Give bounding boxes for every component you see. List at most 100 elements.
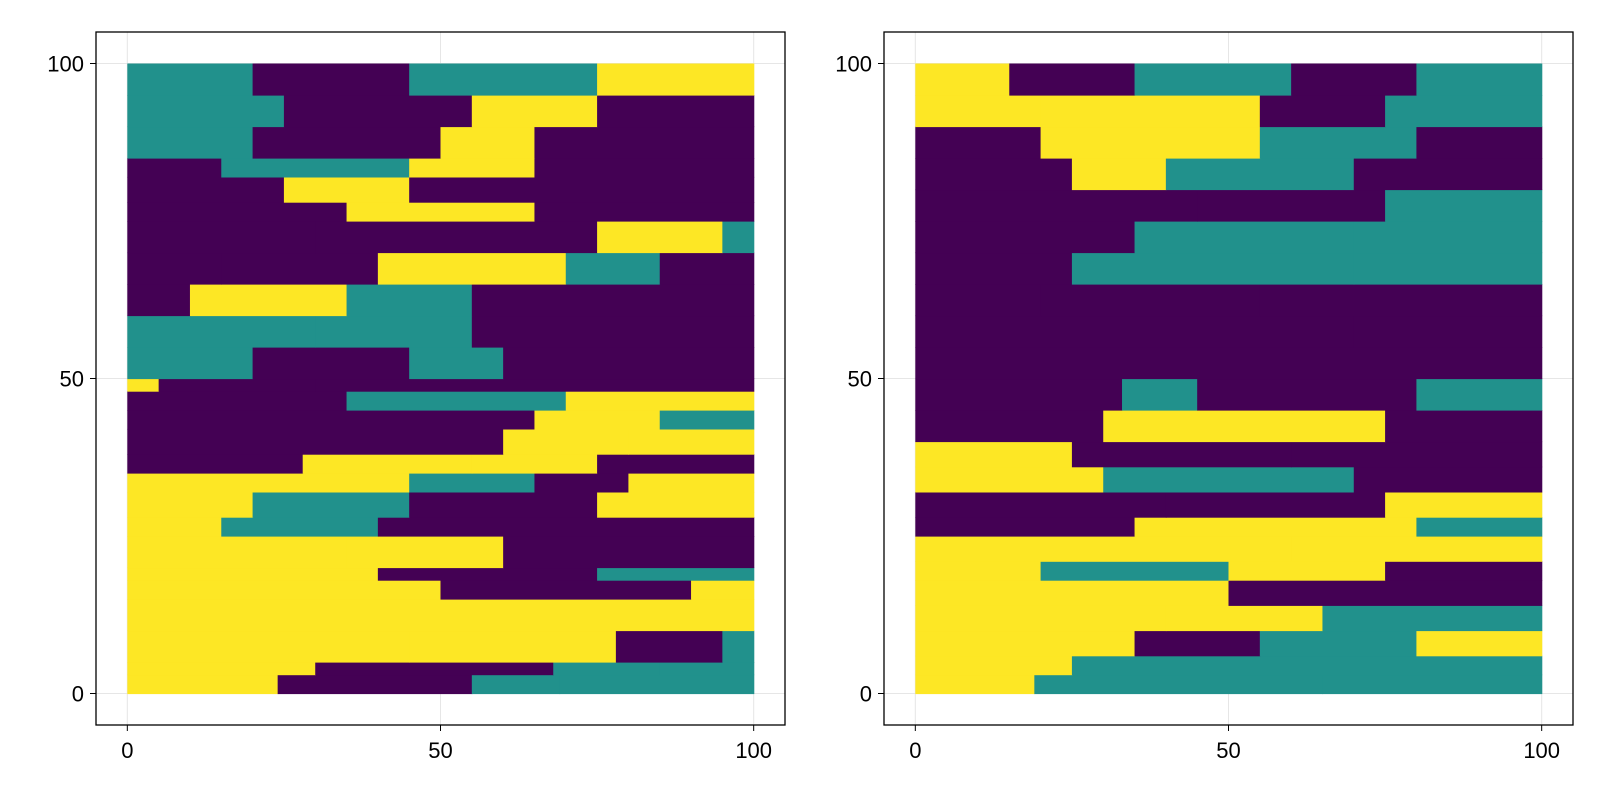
left-heatmap-cell-r11-s2 <box>628 428 755 455</box>
left-heatmap-cell-r19-s3 <box>722 221 755 254</box>
left-heatmap-cell-r11-s1 <box>503 428 630 455</box>
right-heatmap-cell-r4-s0 <box>915 580 1230 606</box>
left-heatmap-cell-r1-s1 <box>315 662 554 676</box>
left-heatmap-cell-r7-s1 <box>221 517 379 537</box>
right-heatmap-cell-r14-s1 <box>1353 315 1543 348</box>
left-heatmap-cell-r25-s1 <box>252 63 410 96</box>
left-heatmap-cell-r14-s0 <box>127 378 160 392</box>
left-x-tick-label-1: 50 <box>428 738 452 763</box>
right-heatmap-cell-r10-s1 <box>1071 441 1292 468</box>
left-heatmap-cell-r18-s2 <box>377 252 567 285</box>
left-heatmap-cell-r6-s1 <box>346 536 504 569</box>
right-heatmap-cell-r8-s2 <box>1385 491 1543 518</box>
left-heatmap-cell-r6-s2 <box>503 536 755 569</box>
right-heatmap-cell-r21-s1 <box>1040 95 1261 128</box>
left-heatmap-cell-r3-s0 <box>127 599 442 632</box>
right-heatmap-cell-r15-s0 <box>915 284 1042 317</box>
right-heatmap-cell-r0-s1 <box>1034 674 1324 695</box>
left-heatmap-cell-r20-s0 <box>127 202 348 222</box>
left-heatmap-cell-r25-s0 <box>127 63 254 96</box>
right-x-tick-label-0: 0 <box>909 738 921 763</box>
left-heatmap-cell-r24-s0 <box>127 95 285 128</box>
right-heatmap-cell-r12-s3 <box>1416 378 1543 411</box>
left-heatmap-cell-r13-s1 <box>346 391 567 411</box>
right-heatmap-cell-r21-s3 <box>1385 95 1543 128</box>
left-heatmap-cell-r2-s2 <box>615 630 723 663</box>
right-heatmap-cell-r14-s0 <box>915 315 1355 348</box>
left-heatmap-cell-r11-s0 <box>127 428 504 455</box>
left-heatmap-cell-r1-s2 <box>553 662 661 676</box>
right-x-tick-label-2: 100 <box>1523 738 1560 763</box>
right-heatmap-cell-r3-s1 <box>1165 605 1324 632</box>
right-heatmap-cell-r11-s1 <box>1103 410 1386 443</box>
right-heatmap-cell-r20-s0 <box>915 126 1042 159</box>
left-heatmap-cell-r24-s2 <box>471 95 598 128</box>
right-heatmap-cell-r5-s1 <box>1040 561 1230 581</box>
right-heatmap-cell-r0-s0 <box>915 674 1035 695</box>
right-heatmap-cell-r7-s2 <box>1416 517 1543 537</box>
left-heatmap-cell-r19-s0 <box>127 221 316 254</box>
right-x-tick-label-1: 50 <box>1216 738 1240 763</box>
left-heatmap-cell-r8-s0 <box>127 491 254 518</box>
left-heatmap-cell-r15-s2 <box>409 347 504 380</box>
left-heatmap-cell-r18-s0 <box>127 252 222 285</box>
right-heatmap-cell-r11-s2 <box>1385 410 1543 443</box>
left-heatmap-cell-r14-s2 <box>315 378 755 392</box>
left-heatmap-cell-r17-s2 <box>346 284 473 317</box>
left-y-tick-label-0: 0 <box>72 682 84 707</box>
right-heatmap-cell-r9-s0 <box>915 466 1104 493</box>
right-heatmap-cell-r15-s1 <box>1040 284 1261 317</box>
heatmap-panel-left: 0 50 100 0 50 100 <box>47 31 786 763</box>
right-heatmap-cell-r6-s1 <box>1291 536 1543 562</box>
left-heatmap-cell-r23-s1 <box>252 126 442 159</box>
right-heatmap-cell-r10-s2 <box>1291 441 1543 468</box>
right-heatmap-cell-r22-s3 <box>1291 63 1418 96</box>
left-heatmap-cell-r16-s2 <box>471 315 755 348</box>
left-heatmap-cell-r8-s2 <box>409 491 598 518</box>
right-heatmap-cell-r2-s2 <box>1259 630 1418 657</box>
right-heatmap-cell-r8-s0 <box>915 491 1167 518</box>
left-heatmap-cell-r13-s2 <box>565 391 755 411</box>
right-heatmap-cell-r18-s1 <box>1197 189 1386 222</box>
right-heatmap-cell-r18-s2 <box>1385 189 1543 222</box>
right-y-tick-label-2: 100 <box>835 52 872 77</box>
right-heatmap-cell-r2-s1 <box>1134 630 1261 657</box>
right-heatmap-cell-r22-s0 <box>915 63 1010 96</box>
right-heatmap-cell-r5-s2 <box>1228 561 1386 581</box>
left-heatmap-cell-r2-s3 <box>722 630 755 663</box>
right-heatmap-cell-r22-s2 <box>1134 63 1292 96</box>
right-heatmap-cell-r16-s2 <box>1353 252 1543 285</box>
right-heatmap-cell-r11-s0 <box>915 410 1104 443</box>
right-heatmap-cell-r17-s1 <box>1134 221 1355 254</box>
right-heatmap-cell-r5-s3 <box>1385 561 1543 581</box>
right-heatmap-cell-r13-s0 <box>915 347 1543 380</box>
left-heatmap-cell-r18-s1 <box>221 252 379 285</box>
left-heatmap-cell-r22-s3 <box>534 158 755 178</box>
right-heatmap-cell-r2-s0 <box>915 630 1136 657</box>
left-heatmap-cell-r10-s0 <box>127 454 304 474</box>
left-heatmap-cell-r22-s0 <box>127 158 222 178</box>
right-heatmap-cell-r15-s2 <box>1259 284 1543 317</box>
left-heatmap-cell-r25-s3 <box>597 63 755 96</box>
left-heatmap-cell-r12-s1 <box>534 410 661 430</box>
right-y-tick-label-0: 0 <box>860 682 872 707</box>
left-heatmap-cells <box>127 63 755 695</box>
right-heatmap-cell-r12-s0 <box>915 378 1123 411</box>
left-heatmap-cell-r13-s0 <box>127 391 348 411</box>
right-heatmap-cell-r19-s1 <box>1071 158 1167 191</box>
left-heatmap-cell-r14-s1 <box>158 378 316 392</box>
left-heatmap-cell-r22-s1 <box>221 158 410 178</box>
left-heatmap-cell-r9-s1 <box>409 473 536 493</box>
right-heatmap-cell-r3-s0 <box>915 605 1167 632</box>
right-heatmap-cell-r22-s1 <box>1009 63 1136 96</box>
left-heatmap-cell-r17-s3 <box>471 284 755 317</box>
left-heatmap-cell-r1-s0 <box>127 662 316 676</box>
right-heatmap-cell-r21-s0 <box>915 95 1042 128</box>
left-heatmap-cell-r23-s0 <box>127 126 254 159</box>
left-heatmap-cell-r5-s2 <box>597 567 755 581</box>
left-heatmap-cell-r12-s0 <box>127 410 536 430</box>
right-heatmap-cell-r6-s0 <box>915 536 1292 562</box>
left-heatmap-cell-r4-s2 <box>691 580 755 600</box>
left-heatmap-cell-r1-s3 <box>659 662 755 676</box>
